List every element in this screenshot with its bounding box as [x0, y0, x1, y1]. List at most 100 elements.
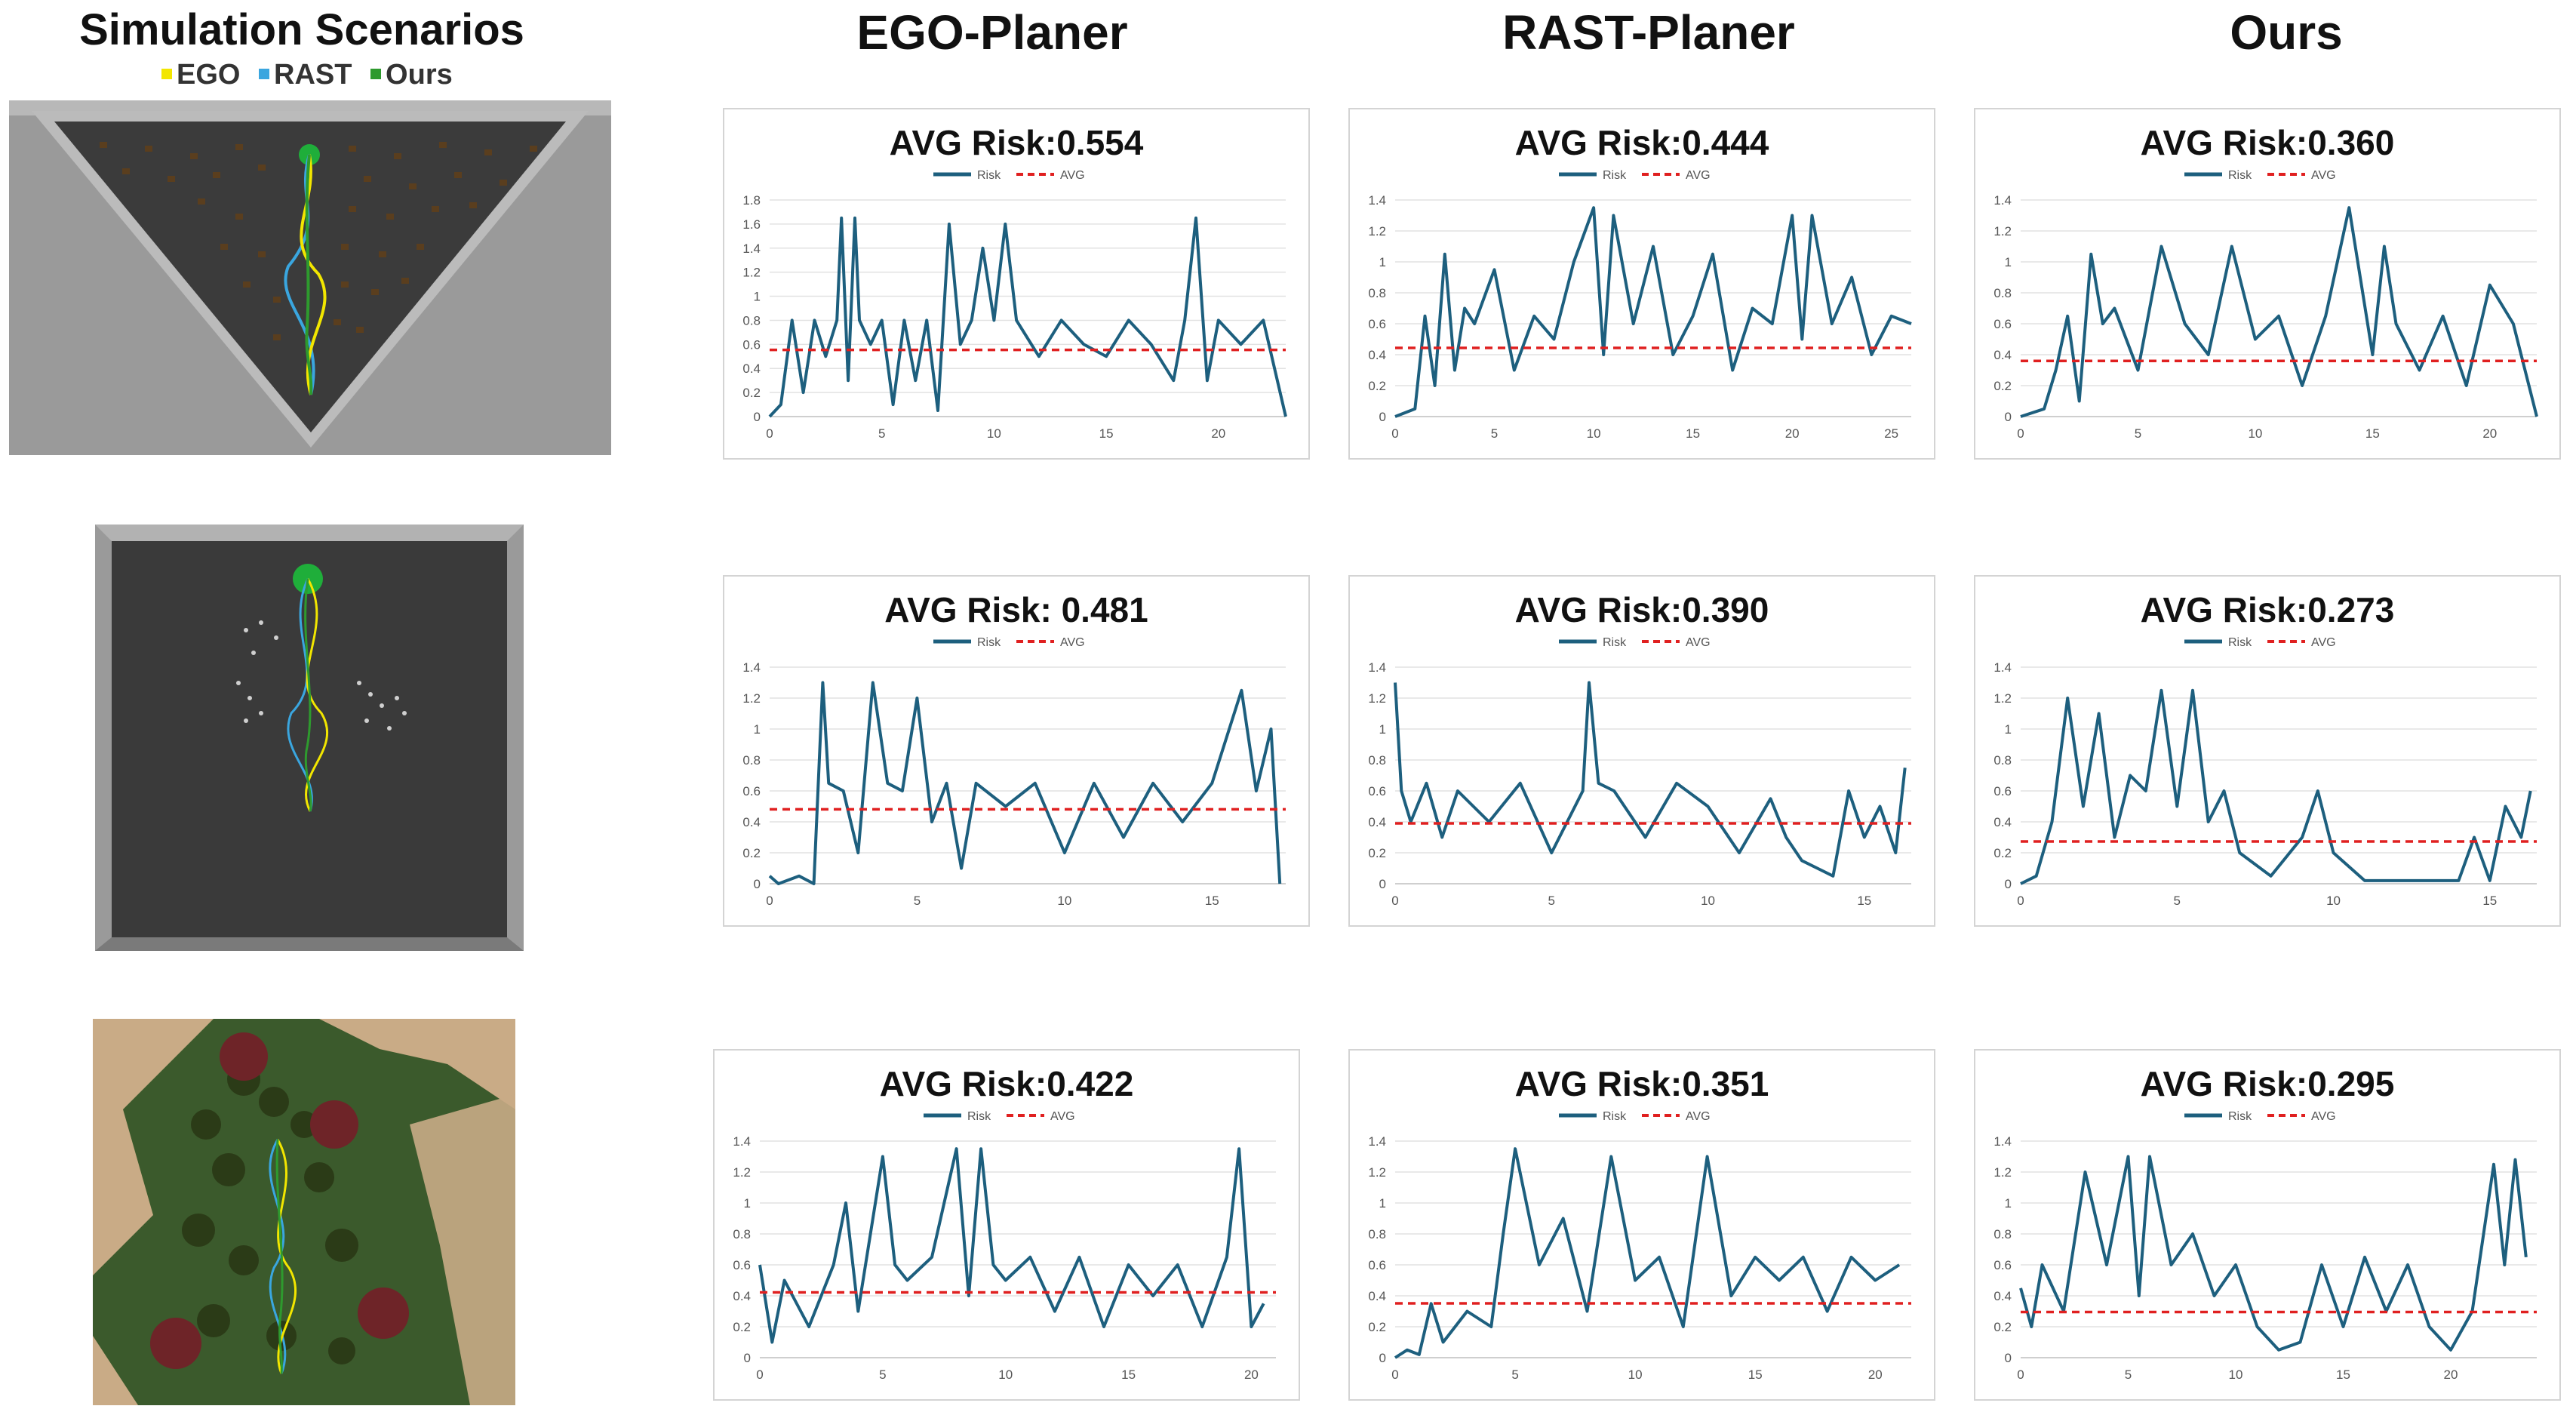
- y-tick-label: 1.4: [1368, 1134, 1386, 1149]
- legend-ego-swatch: [161, 68, 172, 79]
- y-tick-label: 1.2: [733, 1165, 751, 1180]
- y-tick-label: 0.6: [1368, 317, 1386, 331]
- y-tick-label: 0.6: [1993, 1258, 2012, 1272]
- column-title-rast: RAST-Planer: [1502, 5, 1795, 60]
- y-tick-label: 0: [2005, 1351, 2012, 1365]
- x-tick-label: 10: [1628, 1367, 1643, 1382]
- legend-avg-label: AVG: [1686, 1110, 1711, 1123]
- risk-chart-row3-ego: AVG Risk:0.422 Risk AVG 0 0.2 0.4 0.6 0.8 1 1.2 1.…: [733, 1064, 1276, 1382]
- legend-risk-label: Risk: [1603, 1110, 1627, 1123]
- x-tick-label: 10: [1701, 894, 1715, 908]
- y-tick-label: 1: [754, 722, 761, 737]
- y-tick-label: 0.8: [1993, 286, 2012, 300]
- chart-panel-row1-ego: AVG Risk:0.554 Risk AVG 0 0.2 0.4 0.6 0.8 1 1.2 1.…: [723, 108, 1310, 460]
- x-tick-label: 5: [2125, 1367, 2132, 1382]
- x-tick-label: 20: [1785, 426, 1800, 441]
- legend-avg-label: AVG: [1686, 636, 1711, 649]
- y-tick-label: 1: [744, 1196, 751, 1211]
- y-tick-label: 0.6: [733, 1258, 751, 1272]
- column-title-ours: Ours: [2230, 5, 2343, 60]
- y-tick-label: 0: [2005, 877, 2012, 891]
- y-tick-label: 1.4: [1368, 660, 1386, 675]
- x-tick-label: 15: [2336, 1367, 2350, 1382]
- y-tick-label: 0.4: [1993, 1289, 2012, 1303]
- y-tick-label: 0.2: [733, 1320, 751, 1334]
- y-tick-label: 0.2: [1368, 379, 1386, 393]
- legend-risk-label: Risk: [2228, 636, 2252, 649]
- y-tick-label: 0.8: [733, 1227, 751, 1241]
- legend-avg-label: AVG: [1060, 169, 1085, 182]
- y-tick-label: 0.4: [1993, 815, 2012, 829]
- chart-title: AVG Risk: 0.481: [884, 590, 1148, 629]
- y-tick-label: 1.4: [1993, 193, 2012, 208]
- risk-chart-row3-rast: AVG Risk:0.351 Risk AVG 0 0.2 0.4 0.6 0.8 1 1.2 1.…: [1368, 1064, 1911, 1382]
- y-tick-label: 1: [1379, 255, 1386, 269]
- risk-chart-row2-ours: AVG Risk:0.273 Risk AVG 0 0.2 0.4 0.6 0.8 1 1.2 1.…: [1993, 590, 2537, 908]
- x-tick-label: 20: [2482, 426, 2497, 441]
- x-tick-label: 5: [878, 426, 885, 441]
- legend-ours-swatch: [370, 68, 382, 79]
- x-tick-label: 10: [1057, 894, 1071, 908]
- y-tick-label: 1: [2005, 255, 2012, 269]
- x-tick-label: 20: [1211, 426, 1225, 441]
- chart-title: AVG Risk:0.554: [890, 123, 1144, 162]
- y-tick-label: 0.8: [1368, 753, 1386, 768]
- risk-series-line: [2020, 688, 2532, 885]
- legend-rast-label: RAST: [274, 59, 352, 91]
- x-tick-label: 0: [766, 426, 773, 441]
- y-tick-label: 1.4: [733, 1134, 751, 1149]
- x-tick-label: 0: [1391, 426, 1398, 441]
- risk-series-line: [768, 216, 1287, 418]
- risk-chart-row1-ours: AVG Risk:0.360 Risk AVG 0 0.2 0.4 0.6 0.8 1 1.2 1.…: [1993, 123, 2538, 441]
- x-tick-label: 5: [1548, 894, 1555, 908]
- y-tick-label: 1.2: [1993, 224, 2012, 238]
- risk-chart-row1-ego: AVG Risk:0.554 Risk AVG 0 0.2 0.4 0.6 0.8 1 1.2 1.…: [742, 123, 1287, 441]
- y-tick-label: 1.4: [1368, 193, 1386, 208]
- scenario-legend: EGO RAST Ours: [151, 59, 453, 91]
- y-tick-label: 0.2: [742, 846, 761, 860]
- y-tick-label: 0.2: [1993, 1320, 2012, 1334]
- legend-ours-label: Ours: [386, 59, 453, 91]
- y-tick-label: 0.2: [1368, 846, 1386, 860]
- x-tick-label: 10: [998, 1367, 1013, 1382]
- y-tick-label: 0.4: [742, 361, 761, 376]
- y-tick-label: 0.2: [742, 386, 761, 400]
- risk-series-line: [768, 681, 1282, 885]
- chart-panel-row2-ego: AVG Risk: 0.481 Risk AVG 0 0.2 0.4 0.6 0.8 1 1.2 1…: [723, 575, 1310, 927]
- y-tick-label: 0.4: [1368, 348, 1386, 362]
- y-tick-label: 0.6: [742, 784, 761, 798]
- chart-title: AVG Risk:0.390: [1515, 590, 1769, 629]
- y-tick-label: 1.6: [742, 217, 761, 232]
- scenario-room-svg: [95, 525, 524, 951]
- legend-rast-swatch: [259, 68, 270, 79]
- y-tick-label: 1.2: [1368, 224, 1386, 238]
- risk-chart-row2-ego: AVG Risk: 0.481 Risk AVG 0 0.2 0.4 0.6 0.8 1 1.2 1…: [742, 590, 1286, 908]
- y-tick-label: 1: [1379, 722, 1386, 737]
- x-tick-label: 5: [1511, 1367, 1518, 1382]
- y-tick-label: 0.6: [1368, 784, 1386, 798]
- risk-chart-row2-rast: AVG Risk:0.390 Risk AVG 0 0.2 0.4 0.6 0.8 1 1.2 1.…: [1368, 590, 1911, 908]
- y-tick-label: 0.2: [1368, 1320, 1386, 1334]
- x-tick-label: 10: [2248, 426, 2262, 441]
- chart-title: AVG Risk:0.351: [1515, 1064, 1769, 1103]
- y-tick-label: 0.4: [742, 815, 761, 829]
- y-tick-label: 1.2: [1368, 691, 1386, 706]
- legend-risk-label: Risk: [967, 1110, 991, 1123]
- legend-risk-label: Risk: [1603, 636, 1627, 649]
- y-tick-label: 0: [744, 1351, 751, 1365]
- y-tick-label: 0.4: [1993, 348, 2012, 362]
- y-tick-label: 0.4: [733, 1289, 751, 1303]
- legend-avg-label: AVG: [2311, 636, 2336, 649]
- y-tick-label: 0.2: [1993, 846, 2012, 860]
- scenarios-title: Simulation Scenarios: [79, 5, 524, 54]
- y-tick-label: 1.4: [1993, 660, 2012, 675]
- column-title-ego: EGO-Planer: [856, 5, 1128, 60]
- y-tick-label: 1.4: [742, 241, 761, 256]
- y-tick-label: 1: [2005, 1196, 2012, 1211]
- x-tick-label: 15: [1857, 894, 1871, 908]
- legend-risk-label: Risk: [977, 636, 1001, 649]
- y-tick-label: 0.8: [742, 313, 761, 328]
- y-tick-label: 0: [1379, 1351, 1386, 1365]
- x-tick-label: 10: [987, 426, 1001, 441]
- risk-chart-row3-ours: AVG Risk:0.295 Risk AVG 0 0.2 0.4 0.6 0.8 1 1.2 1.…: [1993, 1064, 2537, 1382]
